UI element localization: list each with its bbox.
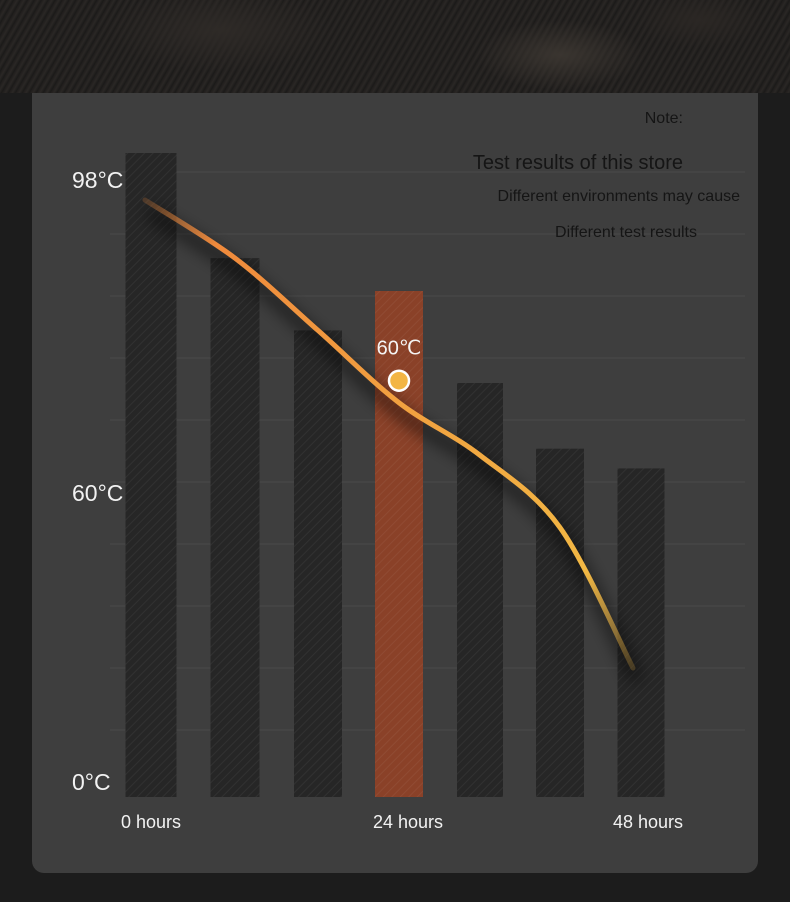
note-line-1: Different environments may cause <box>497 188 740 205</box>
marker-label: 60℃ <box>377 338 422 360</box>
note-title: Test results of this store <box>472 152 683 174</box>
curve-shadow <box>145 206 643 683</box>
curve <box>142 197 643 683</box>
marker-point <box>387 369 411 392</box>
bar-texture <box>210 258 260 798</box>
y-tick-label: 98°C <box>72 167 123 193</box>
bar-texture <box>125 153 177 797</box>
note-label: Note: <box>644 110 683 127</box>
bars <box>125 153 665 798</box>
y-tick-label: 60°C <box>72 480 123 506</box>
top-photo-band <box>0 0 790 93</box>
x-tick-label: 0 hours <box>121 812 181 832</box>
note-line-2: Different test results <box>555 224 697 241</box>
bar-texture <box>375 291 423 797</box>
x-tick-label: 48 hours <box>613 812 683 832</box>
bar-texture <box>536 448 584 797</box>
x-tick-label: 24 hours <box>373 812 443 832</box>
axis-labels: 98°C 60°C 0°C 0 hours 24 hours 48 hours … <box>72 167 683 832</box>
bar-texture <box>294 330 342 797</box>
temperature-curve <box>142 197 636 671</box>
y-tick-label: 0°C <box>72 769 111 795</box>
bar-texture <box>617 468 665 797</box>
